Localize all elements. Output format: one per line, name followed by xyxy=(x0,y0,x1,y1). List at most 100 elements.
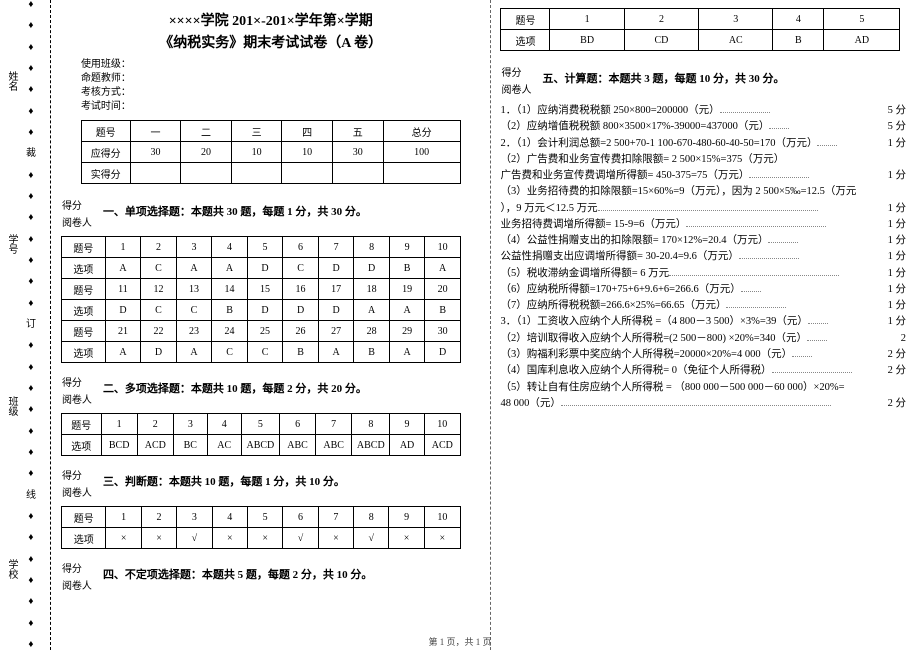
diamond-marker: ♦ xyxy=(26,405,36,415)
diamond-marker: ♦ xyxy=(26,235,36,245)
right-column: 题号12345选项BDCDACBAD 得分阅卷人 五、计算题：本题共 3 题，每… xyxy=(490,0,920,650)
cell: 应得分 xyxy=(81,142,130,163)
cell: ABCD xyxy=(241,435,279,456)
cell: C xyxy=(141,258,177,279)
cell: AC xyxy=(699,30,773,51)
diamond-marker: ♦ xyxy=(26,299,36,309)
cell: √ xyxy=(283,528,318,549)
section5-header: 得分阅卷人 五、计算题：本题共 3 题，每题 10 分，共 30 分。 xyxy=(500,57,910,99)
score-label: 得分 xyxy=(61,466,93,483)
left-column: ××××学院 201×-201×学年第×学期 《纳税实务》期末考试试卷（A 卷）… xyxy=(51,0,491,650)
cell: 5 xyxy=(241,414,279,435)
underline xyxy=(561,405,831,406)
calc-line: （4）公益性捐赠支出的扣除限额= 170×12%=20.4（万元）1 分 xyxy=(500,233,910,249)
diamond-marker: ♦ xyxy=(26,85,36,95)
calc-text: 1．（1）应纳消费税税额 250×800=200000（元） xyxy=(500,105,719,116)
cell: BD xyxy=(550,30,624,51)
meta-line-mode: 考核方式： xyxy=(81,86,481,100)
cell: ACD xyxy=(137,435,173,456)
cell: 24 xyxy=(212,321,248,342)
cell: × xyxy=(424,528,460,549)
calc-line: （6）应纳税所得额=170+75+6+9.6+6=266.6（万元）1 分 xyxy=(500,282,910,298)
cell: 28 xyxy=(354,321,390,342)
diamond-marker: ♦ xyxy=(26,171,36,181)
calc-line: 2．（1）会计利润总额=2 500+70-1 100-670-480-60-40… xyxy=(500,136,910,152)
cell: 21 xyxy=(105,321,141,342)
main-score-table: 题号一二三四五总分应得分3020101030100实得分 xyxy=(81,120,461,184)
section2-title: 二、多项选择题：本题共 10 题，每题 2 分，共 20 分。 xyxy=(103,380,367,396)
cell: 10 xyxy=(231,142,282,163)
vertical-labels: 姓名 学号 班级 学校 xyxy=(4,0,19,650)
underline xyxy=(808,323,828,324)
points-label: 1 分 xyxy=(888,201,906,217)
section1-title: 一、单项选择题：本题共 30 题，每题 1 分，共 30 分。 xyxy=(103,203,367,219)
cell: 7 xyxy=(318,237,354,258)
cell: 4 xyxy=(212,507,247,528)
cell: 20 xyxy=(425,279,461,300)
underline xyxy=(720,112,770,113)
cell: A xyxy=(212,258,248,279)
score-box-4: 得分阅卷人 xyxy=(61,559,95,593)
cell: 6 xyxy=(280,414,316,435)
cell: 5 xyxy=(824,9,900,30)
cell: 题号 xyxy=(61,321,105,342)
cell: A xyxy=(425,258,461,279)
cell: 26 xyxy=(283,321,319,342)
meta-line-class: 使用班级： xyxy=(81,58,481,72)
diamond-marker: ♦ xyxy=(26,213,36,223)
calc-line: 3．（1）工资收入应纳个人所得税 =（4 800－3 500）×3%=39（元）… xyxy=(500,314,910,330)
cell: × xyxy=(106,528,141,549)
section2-header: 得分阅卷人 二、多项选择题：本题共 10 题，每题 2 分，共 20 分。 xyxy=(61,367,481,409)
cell: 27 xyxy=(318,321,354,342)
points-label: 2 分 xyxy=(888,347,906,363)
cell: 题号 xyxy=(61,279,105,300)
diamond-marker: ♦ xyxy=(26,469,36,479)
cell: 10 xyxy=(424,507,460,528)
calc-text: （5）税收滞纳金调增所得额= 6 万元 xyxy=(500,268,669,279)
calc-line: 广告费和业务宣传费调增所得额= 450-375=75（万元）1 分 xyxy=(500,168,910,184)
diamond-marker: ♦ xyxy=(26,555,36,565)
calc-text: （5）转让自有住房应纳个人所得税 = （800 000－500 000－60 0… xyxy=(500,382,844,393)
score-label: 得分 xyxy=(61,559,93,576)
cell: 30 xyxy=(130,142,181,163)
cell: AD xyxy=(824,30,900,51)
score-label: 得分 xyxy=(500,63,532,80)
cell: ABC xyxy=(316,435,352,456)
cell: ABC xyxy=(280,435,316,456)
calc-line: 业务招待费调增所得额= 15-9=6（万元）1 分 xyxy=(500,217,910,233)
cell: 7 xyxy=(318,507,353,528)
cell: 18 xyxy=(354,279,390,300)
cell: 选项 xyxy=(61,258,105,279)
calc-line: ），9 万元＜12.5 万元1 分 xyxy=(500,201,910,217)
cell xyxy=(130,163,181,184)
section1-table: 题号12345678910选项ACAADCDDBA 题号111213141516… xyxy=(61,236,461,363)
calc-text: （4）国库利息收入应纳个人所得税= 0（免征个人所得税） xyxy=(500,365,771,376)
cell: A xyxy=(176,258,212,279)
underline xyxy=(792,356,812,357)
cell: 4 xyxy=(212,237,248,258)
section5-title: 五、计算题：本题共 3 题，每题 10 分，共 30 分。 xyxy=(542,70,784,86)
cell: AD xyxy=(390,435,424,456)
cell: × xyxy=(389,528,424,549)
diamond-marker: ♦ xyxy=(26,448,36,458)
cell: 13 xyxy=(176,279,212,300)
points-label: 5 分 xyxy=(888,119,906,135)
cell: 五 xyxy=(332,121,383,142)
calc-text: （4）公益性捐赠支出的扣除限额= 170×12%=20.4（万元） xyxy=(500,235,768,246)
diamond-marker: 线 xyxy=(26,491,36,501)
diamond-marker: ♦ xyxy=(26,107,36,117)
calc-text: 广告费和业务宣传费调增所得额= 450-375=75（万元） xyxy=(500,170,749,181)
cell: 17 xyxy=(318,279,354,300)
cell xyxy=(332,163,383,184)
points-label: 1 分 xyxy=(888,136,906,152)
cell: 题号 xyxy=(61,414,101,435)
cell: A xyxy=(389,342,425,363)
cell: 9 xyxy=(389,507,424,528)
cell: 6 xyxy=(283,507,318,528)
cell: A xyxy=(318,342,354,363)
cell: 8 xyxy=(354,237,390,258)
cell: 25 xyxy=(247,321,283,342)
page-footer: 第 1 页，共 1 页 xyxy=(0,635,920,648)
cell: 1 xyxy=(101,414,137,435)
cell: 7 xyxy=(316,414,352,435)
